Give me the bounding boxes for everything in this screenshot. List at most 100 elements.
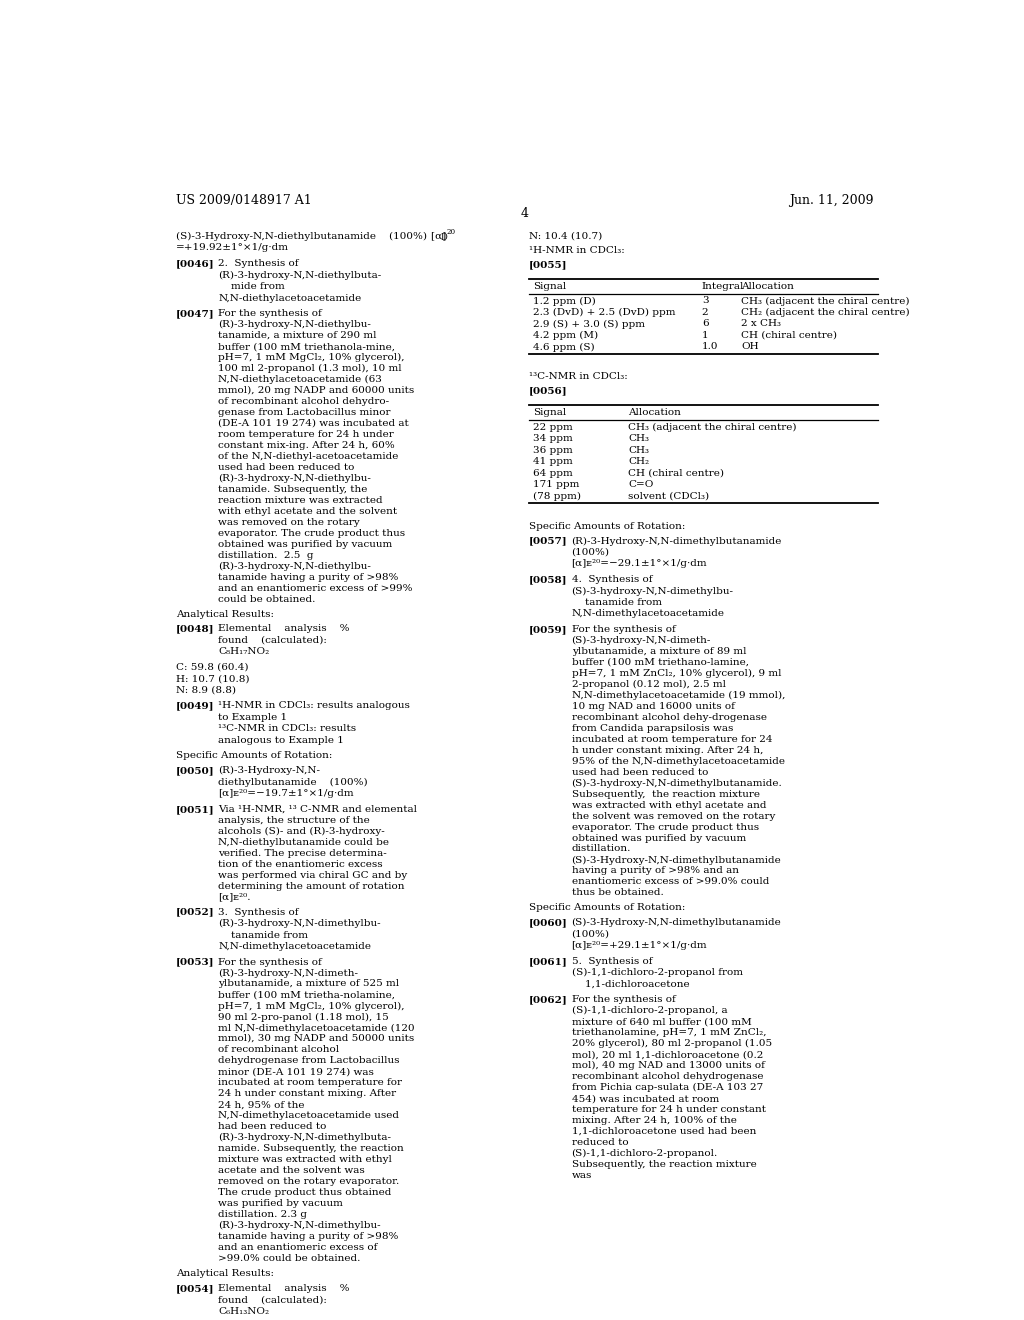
Text: 2 x CH₃: 2 x CH₃: [741, 319, 781, 329]
Text: the solvent was removed on the rotary: the solvent was removed on the rotary: [571, 812, 775, 821]
Text: [0049]: [0049]: [176, 701, 214, 710]
Text: mixture of 640 ml buffer (100 mM: mixture of 640 ml buffer (100 mM: [571, 1018, 752, 1026]
Text: CH₃ (adjacent the chiral centre): CH₃ (adjacent the chiral centre): [741, 297, 910, 306]
Text: 34 ppm: 34 ppm: [532, 434, 572, 444]
Text: reaction mixture was extracted: reaction mixture was extracted: [218, 496, 383, 504]
Text: [0062]: [0062]: [528, 995, 567, 1005]
Text: The crude product thus obtained: The crude product thus obtained: [218, 1188, 392, 1197]
Text: Elemental    analysis    %: Elemental analysis %: [218, 1284, 350, 1292]
Text: [α]ᴇ²⁰.: [α]ᴇ²⁰.: [218, 892, 251, 902]
Text: genase from Lactobacillus minor: genase from Lactobacillus minor: [218, 408, 391, 417]
Text: 6: 6: [701, 319, 709, 329]
Text: enantiomeric excess of >99.0% could: enantiomeric excess of >99.0% could: [571, 878, 769, 887]
Text: (S)-1,1-dichloro-2-propanol.: (S)-1,1-dichloro-2-propanol.: [571, 1148, 718, 1158]
Text: of recombinant alcohol dehydro-: of recombinant alcohol dehydro-: [218, 397, 389, 407]
Text: 1,1-dichloroacetone used had been: 1,1-dichloroacetone used had been: [571, 1127, 756, 1137]
Text: 1: 1: [701, 331, 709, 341]
Text: C: 59.8 (60.4): C: 59.8 (60.4): [176, 663, 248, 672]
Text: (S)-3-Hydroxy-N,N-dimethylbutanamide: (S)-3-Hydroxy-N,N-dimethylbutanamide: [571, 855, 781, 865]
Text: C₈H₁₇NO₂: C₈H₁₇NO₂: [218, 647, 269, 656]
Text: (100%): (100%): [571, 929, 609, 939]
Text: of recombinant alcohol: of recombinant alcohol: [218, 1045, 340, 1055]
Text: room temperature for 24 h under: room temperature for 24 h under: [218, 430, 394, 438]
Text: analogous to Example 1: analogous to Example 1: [218, 735, 344, 744]
Text: ml N,N-dimethylacetoacetamide (120: ml N,N-dimethylacetoacetamide (120: [218, 1023, 415, 1032]
Text: 10 mg NAD and 16000 units of: 10 mg NAD and 16000 units of: [571, 702, 734, 710]
Text: constant mix-ing. After 24 h, 60%: constant mix-ing. After 24 h, 60%: [218, 441, 395, 450]
Text: CH₂: CH₂: [628, 457, 649, 466]
Text: N,N-diethylbutanamide could be: N,N-diethylbutanamide could be: [218, 838, 389, 846]
Text: N: 10.4 (10.7): N: 10.4 (10.7): [528, 231, 602, 240]
Text: 22 ppm: 22 ppm: [532, 422, 572, 432]
Text: from Pichia cap-sulata (DE-A 103 27: from Pichia cap-sulata (DE-A 103 27: [571, 1084, 763, 1092]
Text: ¹H-NMR in CDCl₃: results analogous: ¹H-NMR in CDCl₃: results analogous: [218, 701, 411, 710]
Text: (R)-3-hydroxy-N,N-dimeth-: (R)-3-hydroxy-N,N-dimeth-: [218, 969, 358, 978]
Text: [0060]: [0060]: [528, 919, 567, 928]
Text: [0053]: [0053]: [176, 957, 214, 966]
Text: (R)-3-hydroxy-N,N-dimethylbu-: (R)-3-hydroxy-N,N-dimethylbu-: [218, 919, 381, 928]
Text: recombinant alcohol dehydrogenase: recombinant alcohol dehydrogenase: [571, 1072, 763, 1081]
Text: CH (chiral centre): CH (chiral centre): [628, 469, 724, 478]
Text: to Example 1: to Example 1: [218, 713, 288, 722]
Text: tanamide having a purity of >98%: tanamide having a purity of >98%: [218, 1232, 398, 1241]
Text: distillation.  2.5  g: distillation. 2.5 g: [218, 550, 314, 560]
Text: (78 ppm): (78 ppm): [532, 492, 581, 500]
Text: For the synthesis of: For the synthesis of: [218, 957, 323, 966]
Text: (R)-3-hydroxy-N,N-diethylbu-: (R)-3-hydroxy-N,N-diethylbu-: [218, 319, 372, 329]
Text: 2.9 (S) + 3.0 (S) ppm: 2.9 (S) + 3.0 (S) ppm: [532, 319, 645, 329]
Text: Signal: Signal: [532, 408, 566, 417]
Text: Analytical Results:: Analytical Results:: [176, 1269, 273, 1278]
Text: [0047]: [0047]: [176, 309, 214, 318]
Text: minor (DE-A 101 19 274) was: minor (DE-A 101 19 274) was: [218, 1068, 375, 1076]
Text: (R)-3-Hydroxy-N,N-dimethylbutanamide: (R)-3-Hydroxy-N,N-dimethylbutanamide: [571, 536, 782, 545]
Text: used had been reduced to: used had been reduced to: [571, 768, 708, 776]
Text: 2.  Synthesis of: 2. Synthesis of: [218, 259, 299, 268]
Text: dehydrogenase from Lactobacillus: dehydrogenase from Lactobacillus: [218, 1056, 400, 1065]
Text: mol), 20 ml 1,1-dichloroacetone (0.2: mol), 20 ml 1,1-dichloroacetone (0.2: [571, 1051, 763, 1059]
Text: Via ¹H-NMR, ¹³ C-NMR and elemental: Via ¹H-NMR, ¹³ C-NMR and elemental: [218, 805, 418, 813]
Text: CH₂ (adjacent the chiral centre): CH₂ (adjacent the chiral centre): [741, 308, 910, 317]
Text: tanamide. Subsequently, the: tanamide. Subsequently, the: [218, 484, 368, 494]
Text: mmol), 20 mg NADP and 60000 units: mmol), 20 mg NADP and 60000 units: [218, 385, 415, 395]
Text: solvent (CDCl₃): solvent (CDCl₃): [628, 492, 709, 500]
Text: [α]ᴇ²⁰=+29.1±1°×1/g·dm: [α]ᴇ²⁰=+29.1±1°×1/g·dm: [571, 941, 708, 950]
Text: =+19.92±1°×1/g·dm: =+19.92±1°×1/g·dm: [176, 243, 289, 252]
Text: 36 ppm: 36 ppm: [532, 446, 572, 455]
Text: verified. The precise determina-: verified. The precise determina-: [218, 849, 387, 858]
Text: Signal: Signal: [532, 281, 566, 290]
Text: 1.2 ppm (D): 1.2 ppm (D): [532, 297, 596, 306]
Text: N,N-diethylacetoacetamide: N,N-diethylacetoacetamide: [218, 293, 361, 302]
Text: had been reduced to: had been reduced to: [218, 1122, 327, 1131]
Text: ylbutanamide, a mixture of 89 ml: ylbutanamide, a mixture of 89 ml: [571, 647, 746, 656]
Text: h under constant mixing. After 24 h,: h under constant mixing. After 24 h,: [571, 746, 763, 755]
Text: C=O: C=O: [628, 480, 653, 490]
Text: CH₃: CH₃: [628, 434, 649, 444]
Text: namide. Subsequently, the reaction: namide. Subsequently, the reaction: [218, 1144, 404, 1154]
Text: having a purity of >98% and an: having a purity of >98% and an: [571, 866, 738, 875]
Text: [0057]: [0057]: [528, 536, 567, 545]
Text: 64 ppm: 64 ppm: [532, 469, 572, 478]
Text: 2.3 (DvD) + 2.5 (DvD) ppm: 2.3 (DvD) + 2.5 (DvD) ppm: [532, 308, 675, 317]
Text: (S)-1,1-dichloro-2-propanol, a: (S)-1,1-dichloro-2-propanol, a: [571, 1006, 727, 1015]
Text: [α]: [α]: [419, 231, 446, 240]
Text: (R)-3-hydroxy-N,N-dimethylbuta-: (R)-3-hydroxy-N,N-dimethylbuta-: [218, 1133, 391, 1142]
Text: C₆H₁₃NO₂: C₆H₁₃NO₂: [218, 1307, 269, 1316]
Text: [0058]: [0058]: [528, 576, 567, 583]
Text: H: 10.7 (10.8): H: 10.7 (10.8): [176, 675, 249, 684]
Text: 4.2 ppm (M): 4.2 ppm (M): [532, 331, 598, 341]
Text: was performed via chiral GC and by: was performed via chiral GC and by: [218, 871, 408, 879]
Text: For the synthesis of: For the synthesis of: [218, 309, 323, 318]
Text: alcohols (S)- and (R)-3-hydroxy-: alcohols (S)- and (R)-3-hydroxy-: [218, 826, 385, 836]
Text: mide from: mide from: [218, 282, 286, 292]
Text: US 2009/0148917 A1: US 2009/0148917 A1: [176, 194, 311, 207]
Text: 100 ml 2-propanol (1.3 mol), 10 ml: 100 ml 2-propanol (1.3 mol), 10 ml: [218, 364, 402, 374]
Text: mixture was extracted with ethyl: mixture was extracted with ethyl: [218, 1155, 392, 1164]
Text: mmol), 30 mg NADP and 50000 units: mmol), 30 mg NADP and 50000 units: [218, 1035, 415, 1044]
Text: [0048]: [0048]: [176, 624, 214, 634]
Text: incubated at room temperature for: incubated at room temperature for: [218, 1078, 402, 1088]
Text: ¹³C-NMR in CDCl₃: results: ¹³C-NMR in CDCl₃: results: [218, 725, 356, 734]
Text: (S)-3-hydroxy-N,N-dimeth-: (S)-3-hydroxy-N,N-dimeth-: [571, 636, 711, 645]
Text: Elemental    analysis    %: Elemental analysis %: [218, 624, 350, 634]
Text: pH=7, 1 mM MgCl₂, 10% glycerol),: pH=7, 1 mM MgCl₂, 10% glycerol),: [218, 352, 404, 362]
Text: N,N-dimethylacetoacetamide used: N,N-dimethylacetoacetamide used: [218, 1111, 399, 1121]
